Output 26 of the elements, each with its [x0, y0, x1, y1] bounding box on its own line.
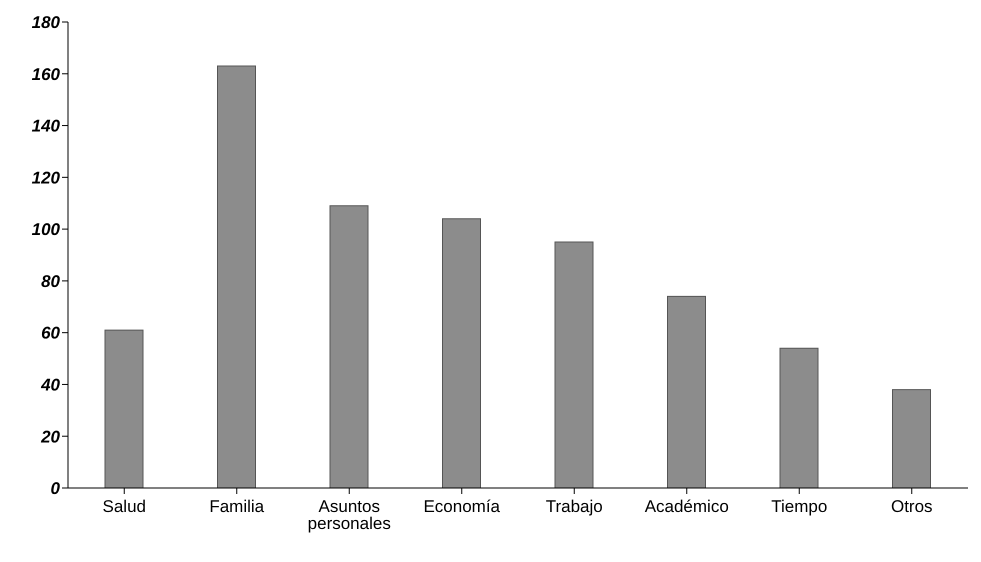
x-tick-label: Economía — [423, 497, 501, 516]
x-tick-label: Familia — [209, 497, 265, 516]
bar — [892, 389, 931, 488]
x-tick-label: Trabajo — [546, 497, 603, 516]
bar — [217, 66, 256, 488]
y-tick-label: 120 — [32, 168, 61, 188]
y-tick-label: 0 — [50, 479, 61, 498]
y-tick-label: 20 — [40, 427, 61, 446]
y-tick-label: 100 — [32, 220, 61, 240]
x-tick-label: Tiempo — [771, 497, 828, 516]
bar — [667, 296, 706, 488]
y-tick-label: 40 — [40, 375, 61, 394]
y-tick-label: 180 — [32, 13, 61, 32]
y-tick-label: 140 — [32, 116, 61, 136]
x-tick-label: Salud — [102, 497, 146, 516]
x-tick-label: Académico — [644, 497, 729, 516]
bar — [780, 348, 818, 488]
bar — [330, 205, 368, 488]
x-tick-label: Asuntos personales — [308, 497, 391, 534]
x-tick-label: Otros — [890, 497, 933, 516]
y-tick-label: 80 — [41, 272, 61, 291]
y-tick-label: 60 — [41, 324, 61, 343]
bar — [442, 218, 481, 488]
y-tick-label: 160 — [32, 64, 61, 84]
bar — [554, 242, 594, 488]
bar — [104, 330, 144, 488]
